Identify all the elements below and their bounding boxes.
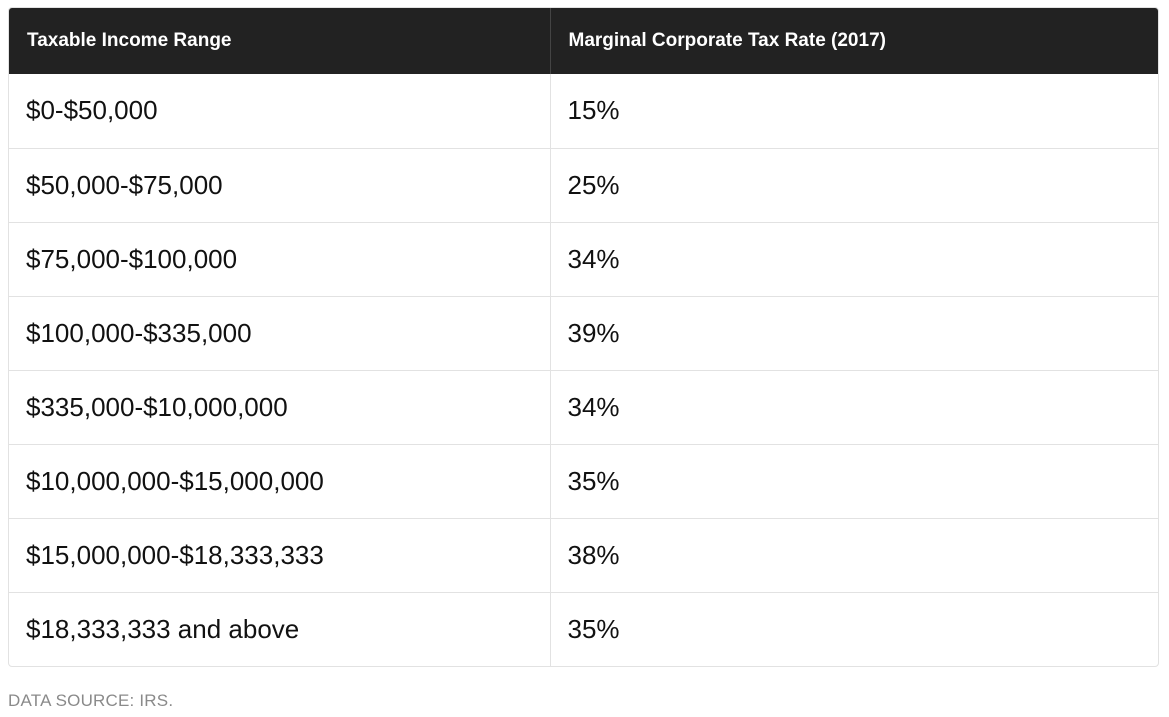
income-range-cell: $335,000-$10,000,000 [9, 370, 551, 444]
table-row: $15,000,000-$18,333,333 38% [9, 518, 1158, 592]
table-row: $18,333,333 and above 35% [9, 592, 1158, 666]
income-range-cell: $10,000,000-$15,000,000 [9, 444, 551, 518]
column-header-rate: Marginal Corporate Tax Rate (2017) [568, 30, 886, 51]
table-header: Taxable Income Range Marginal Corporate … [9, 8, 1158, 74]
tax-rate-cell: 34% [567, 391, 620, 422]
table-row: $0-$50,000 15% [9, 74, 1158, 148]
tax-rate-cell: 15% [567, 95, 620, 126]
income-range-cell: $100,000-$335,000 [9, 296, 551, 370]
table-row: $75,000-$100,000 34% [9, 222, 1158, 296]
income-range-cell: $75,000-$100,000 [9, 222, 551, 296]
header-row: Taxable Income Range Marginal Corporate … [9, 8, 1158, 74]
income-range-cell: $18,333,333 and above [9, 592, 551, 666]
data-source-caption: DATA SOURCE: IRS. [8, 691, 174, 710]
tax-rate-table: Taxable Income Range Marginal Corporate … [9, 8, 1158, 666]
table-row: $10,000,000-$15,000,000 35% [9, 444, 1158, 518]
tax-rate-cell: 25% [567, 169, 620, 200]
tax-rate-table-container: Taxable Income Range Marginal Corporate … [8, 7, 1159, 667]
income-range-cell: $15,000,000-$18,333,333 [9, 518, 551, 592]
tax-rate-cell: 38% [567, 539, 620, 570]
tax-rate-cell: 39% [567, 317, 620, 348]
table-row: $50,000-$75,000 25% [9, 148, 1158, 222]
table-body: $0-$50,000 15% $50,000-$75,000 25% $75,0… [9, 74, 1158, 666]
tax-rate-cell: 35% [567, 613, 620, 644]
income-range-cell: $0-$50,000 [9, 74, 551, 148]
tax-rate-cell: 34% [567, 243, 620, 274]
income-range-cell: $50,000-$75,000 [9, 148, 551, 222]
table-row: $335,000-$10,000,000 34% [9, 370, 1158, 444]
column-header-income: Taxable Income Range [9, 8, 551, 74]
table-row: $100,000-$335,000 39% [9, 296, 1158, 370]
tax-rate-cell: 35% [567, 465, 620, 496]
